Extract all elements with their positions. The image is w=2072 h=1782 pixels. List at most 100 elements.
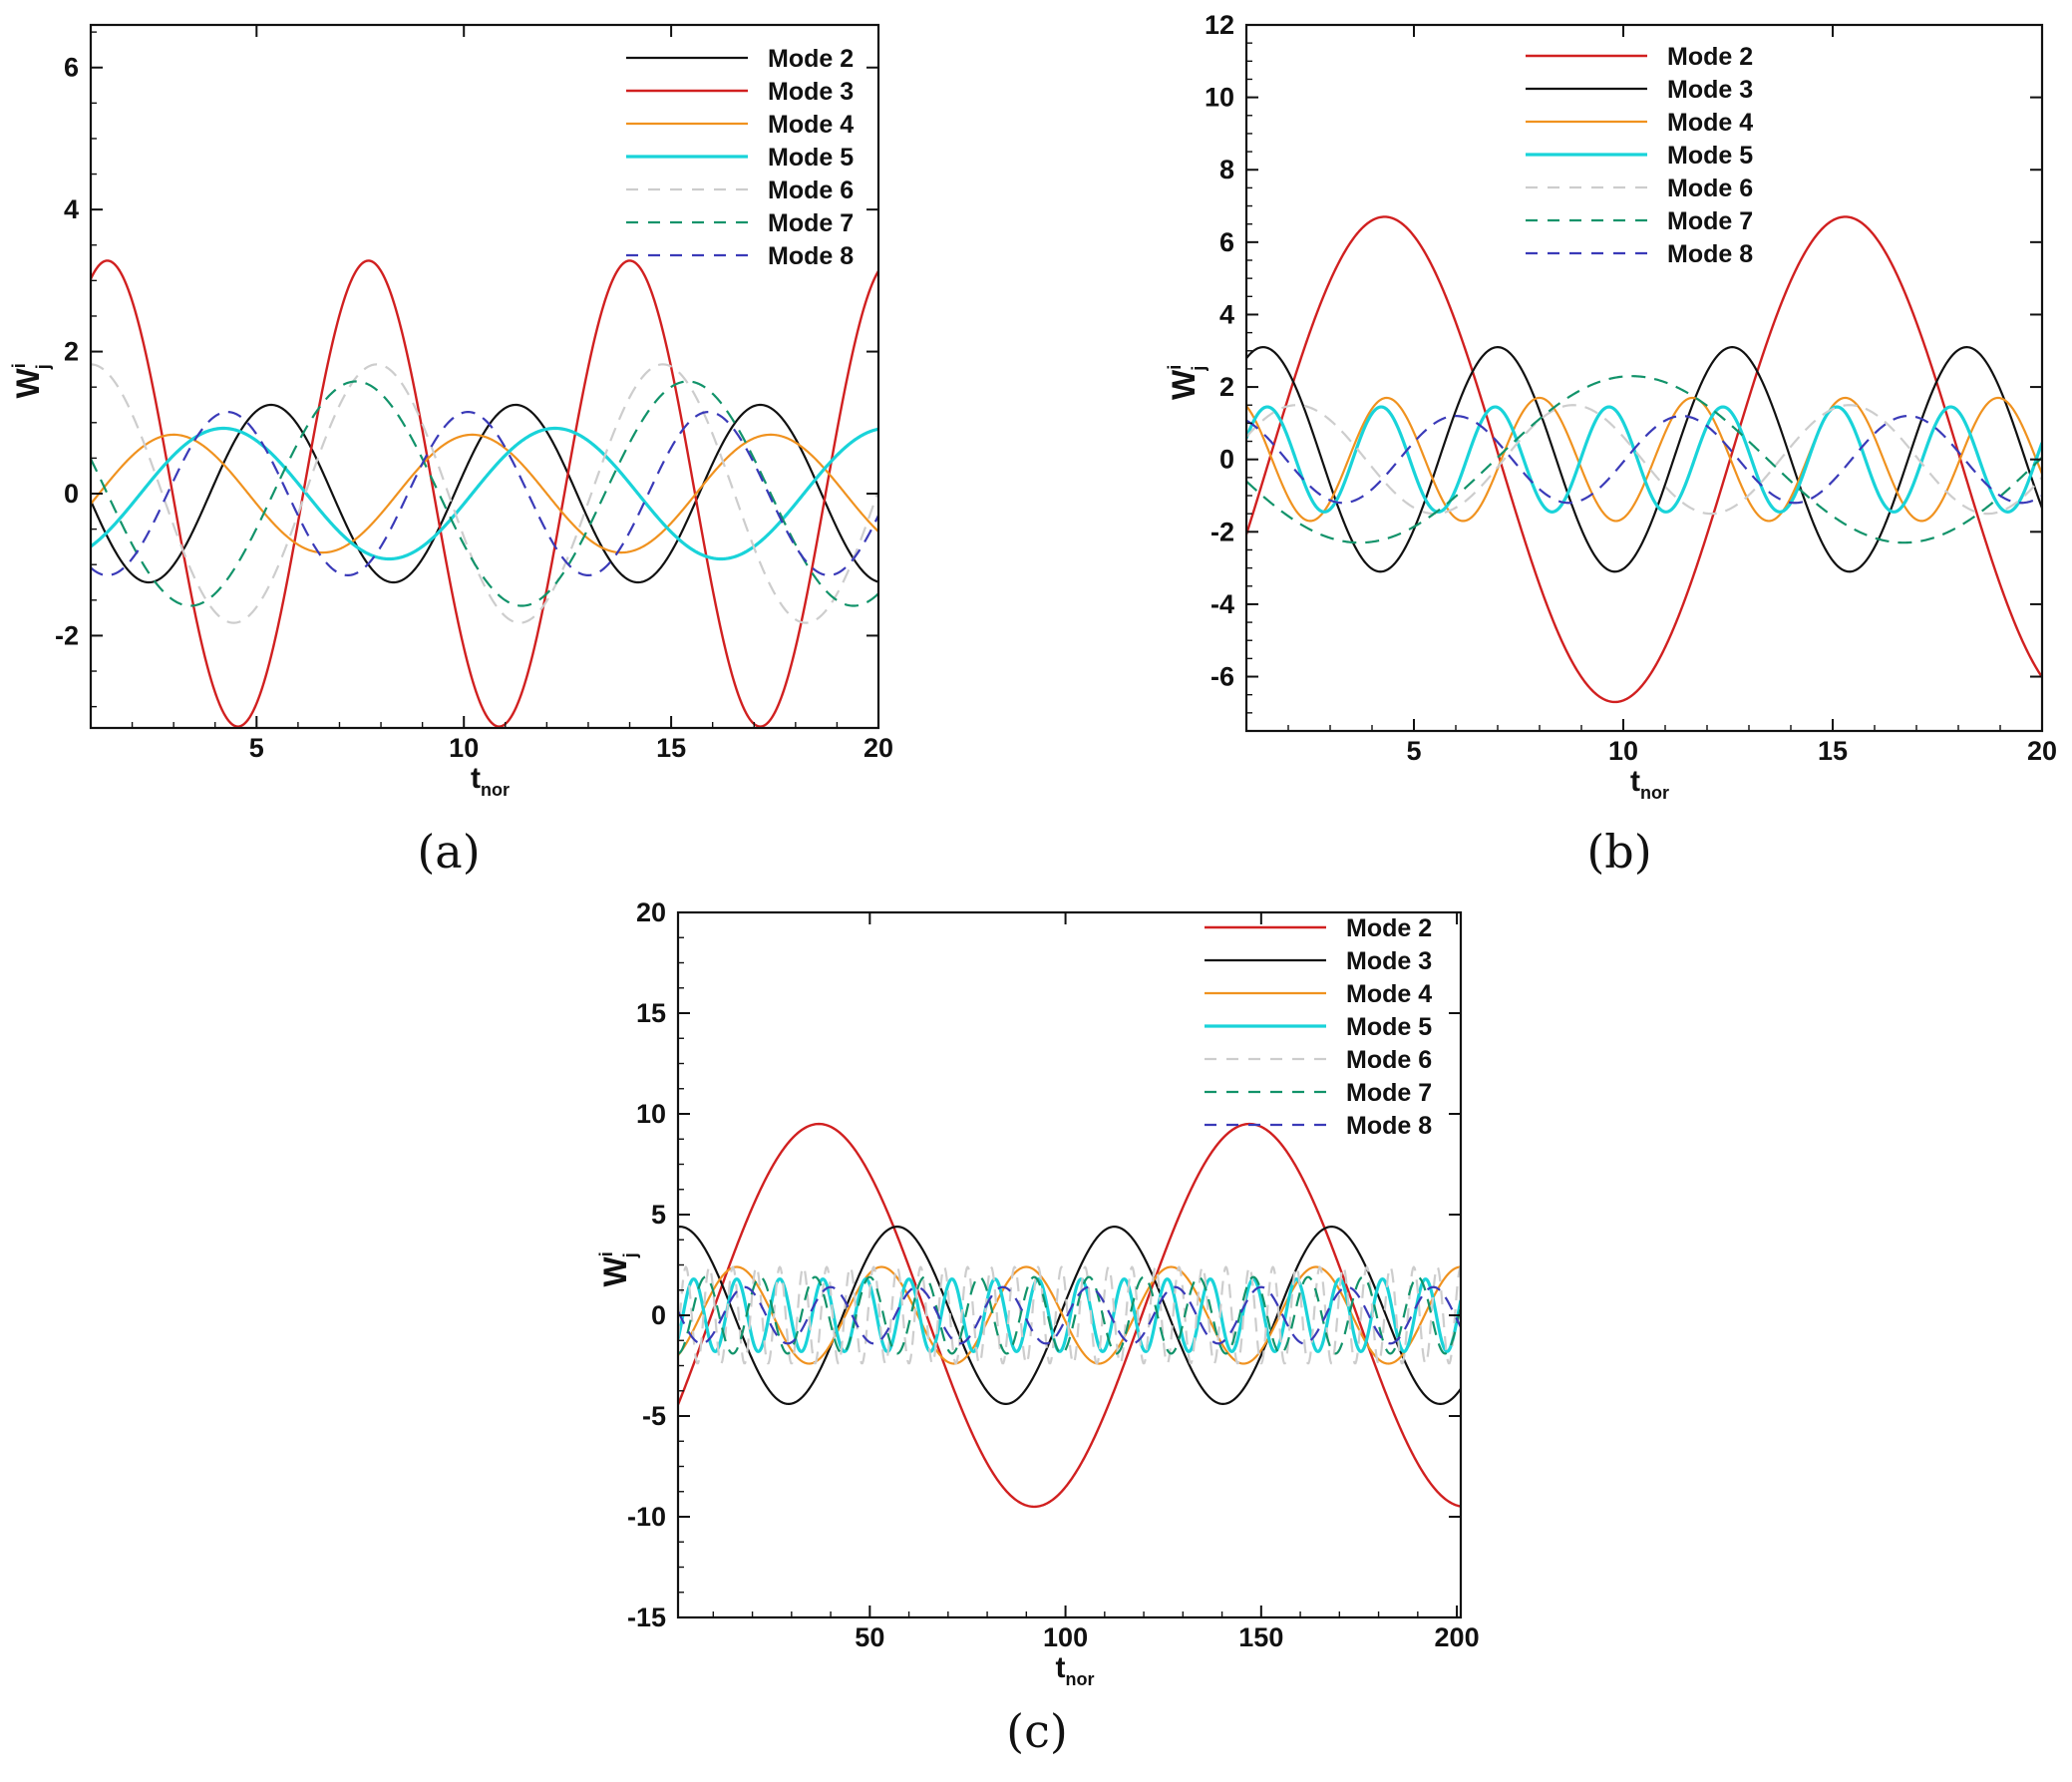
plot-frame	[676, 910, 1463, 1619]
legend-label: Mode 4	[1346, 980, 1432, 1008]
y-tick-label: 10	[1205, 83, 1234, 113]
series-group	[678, 1122, 1461, 1509]
legend-label: Mode 7	[1346, 1079, 1432, 1107]
series-line-mode-5	[678, 1277, 1461, 1353]
series-line-mode-8	[678, 1285, 1461, 1345]
series-group	[91, 259, 878, 728]
y-tick-label: 20	[636, 897, 666, 927]
legend-label: Mode 6	[1667, 175, 1753, 202]
x-tick-label: 15	[656, 733, 686, 763]
legend-label: Mode 3	[1346, 947, 1432, 975]
series-line-mode-3	[1246, 346, 2042, 573]
y-axis-title: Wi j	[9, 363, 53, 398]
legend-label: Mode 7	[768, 209, 854, 237]
legend-label: Mode 6	[1346, 1046, 1432, 1074]
series-line-mode-8	[1246, 415, 2042, 505]
series-line-mode-2	[91, 403, 878, 584]
x-tick-label: 20	[863, 733, 893, 763]
y-tick-label: 6	[64, 53, 79, 83]
y-tick-label: 0	[1219, 445, 1234, 475]
y-tick-label: 5	[651, 1200, 666, 1230]
legend-label: Mode 3	[768, 78, 854, 106]
y-tick-label: 4	[64, 194, 79, 224]
y-tick-label: -2	[1210, 517, 1234, 546]
y-tick-label: 2	[1219, 372, 1234, 402]
series-line-mode-8	[91, 411, 878, 576]
plot-frame	[89, 23, 880, 730]
y-tick-label: -15	[627, 1603, 666, 1632]
series-line-mode-4	[1246, 396, 2042, 523]
y-tick-label: -10	[627, 1502, 666, 1532]
legend-label: Mode 5	[768, 144, 854, 172]
x-axis-title: tnor	[1630, 765, 1669, 803]
panel-label: (c)	[1006, 1704, 1068, 1758]
y-tick-label: 6	[1219, 227, 1234, 257]
legend-label: Mode 5	[1667, 142, 1753, 170]
series-line-mode-6	[1246, 404, 2042, 516]
series-line-mode-7	[91, 380, 878, 607]
legend-label: Mode 2	[1667, 43, 1753, 71]
x-tick-label: 15	[1818, 736, 1848, 766]
x-tick-label: 100	[1043, 1622, 1088, 1652]
series-line-mode-2	[1246, 215, 2042, 704]
series-line-mode-6	[91, 363, 878, 624]
x-tick-label: 10	[1608, 736, 1638, 766]
series-line-mode-6	[678, 1265, 1461, 1365]
x-axis-title: tnor	[1056, 1651, 1095, 1689]
legend: Mode 2 Mode 3 Mode 4 Mode 5 Mode 6 Mode 7 Mode…	[1526, 43, 1753, 268]
y-tick-label: 2	[64, 337, 79, 367]
y-tick-label: 12	[1205, 10, 1234, 40]
svg-text:Wij: Wi j	[596, 1251, 640, 1286]
series-line-mode-7	[678, 1275, 1461, 1355]
legend-label: Mode 4	[1667, 109, 1753, 137]
legend-label: Mode 2	[768, 45, 854, 73]
y-axis-title: Wi j	[1165, 365, 1209, 400]
x-tick-label: 5	[249, 733, 264, 763]
svg-text:Wij: Wi j	[9, 363, 53, 398]
x-tick-label: 5	[1406, 736, 1421, 766]
x-axis-title: tnor	[471, 762, 510, 800]
y-tick-label: 15	[636, 998, 666, 1028]
legend-label: Mode 6	[768, 177, 854, 204]
x-tick-label: 10	[449, 733, 479, 763]
legend: Mode 2 Mode 3 Mode 4 Mode 5 Mode 6 Mode 7 Mode…	[626, 45, 854, 270]
x-tick-label: 50	[855, 1622, 884, 1652]
y-tick-label: 10	[636, 1099, 666, 1129]
series-line-mode-5	[91, 426, 878, 561]
legend-label: Mode 3	[1667, 76, 1753, 104]
y-tick-label: -6	[1210, 662, 1234, 692]
series-line-mode-5	[1246, 405, 2042, 514]
y-tick-label: -2	[55, 620, 79, 650]
series-line-mode-3	[678, 1226, 1461, 1405]
y-tick-label: 4	[1219, 299, 1234, 329]
series-line-mode-3	[91, 259, 878, 728]
panel-label: (a)	[417, 825, 480, 879]
legend-label: Mode 8	[1346, 1112, 1432, 1140]
x-tick-label: 200	[1435, 1622, 1480, 1652]
legend-label: Mode 8	[768, 242, 854, 270]
chart-c: 50 100 150 200 -15 -10 -5 0 5 10 15 20 tnor Wi j Mode 2…	[596, 897, 1480, 1758]
legend-label: Mode 7	[1667, 207, 1753, 235]
svg-text:Wij: Wi j	[1165, 365, 1209, 400]
x-tick-label: 150	[1238, 1622, 1283, 1652]
legend: Mode 2 Mode 3 Mode 4 Mode 5 Mode 6 Mode 7 Mode…	[1205, 914, 1432, 1140]
y-tick-label: 0	[651, 1300, 666, 1330]
legend-label: Mode 5	[1346, 1013, 1432, 1041]
series-line-mode-4	[91, 433, 878, 554]
y-tick-label: 0	[64, 479, 79, 509]
plot-frame	[1244, 23, 2044, 733]
series-group	[1246, 215, 2042, 704]
legend-label: Mode 4	[768, 111, 854, 139]
panel-label: (b)	[1586, 825, 1651, 879]
y-tick-label: -4	[1210, 589, 1234, 619]
y-tick-label: 8	[1219, 155, 1234, 184]
y-tick-label: -5	[642, 1401, 666, 1431]
legend-label: Mode 2	[1346, 914, 1432, 942]
x-tick-label: 20	[2027, 736, 2057, 766]
series-line-mode-7	[1246, 375, 2042, 544]
legend-label: Mode 8	[1667, 240, 1753, 268]
y-axis-title: Wi j	[596, 1251, 640, 1286]
